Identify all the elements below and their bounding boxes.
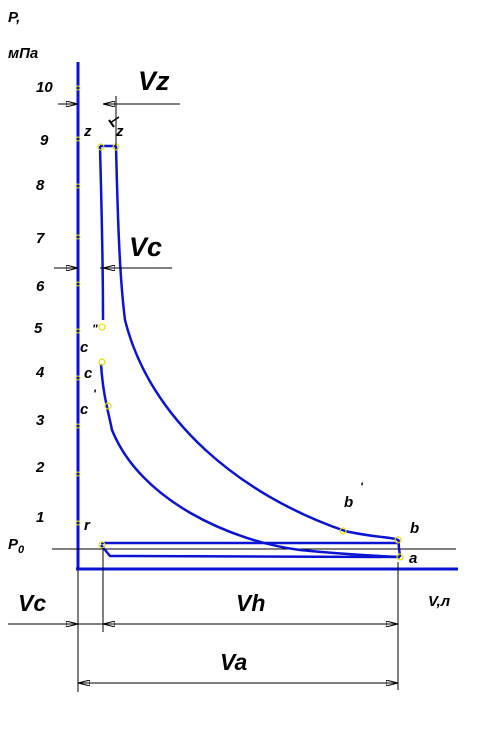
x-axis-label: V,л xyxy=(428,593,451,610)
y-tick-6: 6 xyxy=(36,278,45,295)
dimension-vh xyxy=(8,548,399,690)
marker-c xyxy=(98,358,106,366)
label-z-prime: z xyxy=(115,123,124,140)
y-tick-1: 1 xyxy=(36,509,44,526)
y-axis-label-p: P, xyxy=(8,9,20,26)
label-vh: Vh xyxy=(236,590,265,616)
compression-curve xyxy=(99,363,401,559)
y-tick-2: 2 xyxy=(35,459,45,476)
cycle-curves xyxy=(98,144,402,559)
marker-b-prime xyxy=(339,527,347,535)
b-prime-mark: ' xyxy=(360,480,364,494)
y-tick-10: 10 xyxy=(36,79,53,96)
y-tick-3: 3 xyxy=(36,412,45,429)
dimension-vz xyxy=(58,96,180,146)
label-vz: Vz xyxy=(138,66,170,96)
point-labels: z z c " c c ' b ' b a r xyxy=(80,116,419,567)
p0-label: P0 xyxy=(8,536,25,556)
label-a: a xyxy=(409,550,417,567)
point-markers xyxy=(97,143,404,561)
marker-c-double xyxy=(98,323,106,331)
marker-b xyxy=(394,536,402,544)
marker-a xyxy=(396,553,404,561)
z-prime-arrow xyxy=(108,119,115,128)
y-tick-5: 5 xyxy=(34,320,43,337)
c-prime-mark: ' xyxy=(93,387,97,401)
y-tick-7: 7 xyxy=(36,230,45,247)
expansion-curve xyxy=(114,145,401,542)
y-tick-8: 8 xyxy=(36,177,45,194)
label-b-prime: b xyxy=(344,494,353,511)
label-c-double: c xyxy=(80,339,89,356)
y-ticks: 10 9 8 7 6 5 4 3 2 1 xyxy=(34,79,53,526)
label-vc-bottom: Vc xyxy=(18,590,46,616)
label-vc-top: Vc xyxy=(129,232,162,262)
label-r: r xyxy=(84,517,91,534)
marker-c-prime xyxy=(104,402,112,410)
label-b: b xyxy=(410,520,419,537)
y-tick-4: 4 xyxy=(35,364,45,381)
combustion-rise xyxy=(98,145,105,321)
intake-line xyxy=(100,544,401,559)
p0-subscript: 0 xyxy=(18,544,25,556)
c-double-prime-mark: " xyxy=(92,322,98,336)
marker-z xyxy=(97,143,105,151)
label-va: Va xyxy=(220,649,247,675)
dimension-va xyxy=(77,570,398,692)
y-tick-9: 9 xyxy=(40,132,49,149)
label-z: z xyxy=(83,123,92,140)
label-c-prime: c xyxy=(80,401,89,418)
axis-tick-markers xyxy=(75,85,81,526)
label-c: c xyxy=(84,365,93,382)
marker-r xyxy=(98,541,106,549)
y-axis-label-unit: мПа xyxy=(8,45,38,62)
